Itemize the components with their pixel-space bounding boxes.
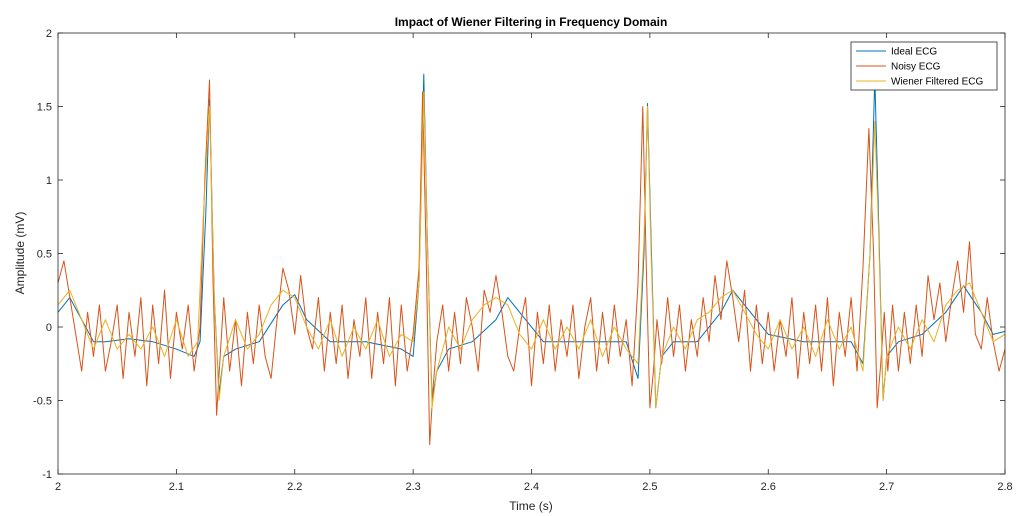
plot-area xyxy=(57,32,1006,475)
legend-label: Ideal ECG xyxy=(891,47,937,58)
legend-entry-noisy-ecg: Noisy ECG xyxy=(856,62,941,73)
y-axis: -1 -0.5 0 0.5 1 1.5 2 xyxy=(33,28,1005,481)
series-layer xyxy=(57,73,1006,446)
y-axis-label: Amplitude (mV) xyxy=(13,212,27,295)
series-line-noisy-ecg xyxy=(57,79,1006,446)
y-tick-label: 0.5 xyxy=(37,249,52,261)
series-line-wiener-filtered-ecg xyxy=(57,91,1006,409)
x-tick-label: 2.8 xyxy=(997,481,1012,493)
legend-label: Noisy ECG xyxy=(891,62,941,73)
x-tick-label: 2.2 xyxy=(287,481,302,493)
y-tick-label: -1 xyxy=(42,469,52,481)
chart-title: Impact of Wiener Filtering in Frequency … xyxy=(395,15,668,29)
x-tick-label: 2.5 xyxy=(642,481,657,493)
legend-entry-ideal-ecg: Ideal ECG xyxy=(856,47,937,58)
legend-label: Wiener Filtered ECG xyxy=(891,77,983,88)
x-tick-label: 2.1 xyxy=(169,481,184,493)
x-tick-label: 2.4 xyxy=(524,481,539,493)
x-tick-label: 2.7 xyxy=(879,481,894,493)
x-axis-label: Time (s) xyxy=(509,499,553,513)
x-tick-label: 2.6 xyxy=(761,481,776,493)
series-line-ideal-ecg xyxy=(57,73,1006,409)
legend: Ideal ECG Noisy ECG Wiener Filtered ECG xyxy=(850,41,998,91)
y-tick-label: 2 xyxy=(46,28,52,40)
y-tick-label: 1 xyxy=(46,175,52,187)
plot-background xyxy=(58,33,1005,474)
x-axis: 2 2.1 2.2 2.3 2.4 2.5 2.6 2.7 2.8 xyxy=(55,33,1013,493)
y-tick-label: 0 xyxy=(46,322,52,334)
y-tick-label: -0.5 xyxy=(33,396,52,408)
legend-entry-wiener-filtered-ecg: Wiener Filtered ECG xyxy=(856,77,983,88)
y-tick-label: 1.5 xyxy=(37,102,52,114)
x-tick-label: 2.3 xyxy=(405,481,420,493)
x-tick-label: 2 xyxy=(55,481,61,493)
